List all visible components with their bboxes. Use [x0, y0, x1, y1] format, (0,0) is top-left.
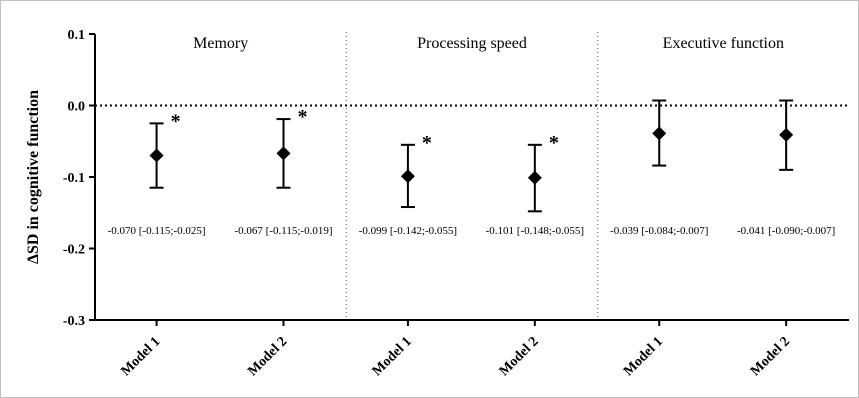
y-tick-label: -0.1 — [63, 171, 85, 186]
y-tick-label: -0.2 — [63, 243, 85, 258]
y-tick-label: 0.1 — [68, 28, 86, 43]
panel-title: Memory — [193, 35, 248, 52]
estimate-marker — [779, 127, 794, 142]
estimate-marker — [276, 146, 291, 161]
estimate-marker — [652, 126, 667, 141]
significance-marker: * — [549, 132, 559, 154]
y-tick-label: -0.3 — [63, 314, 85, 329]
estimate-marker — [400, 169, 415, 184]
estimate-marker — [149, 148, 164, 163]
significance-marker: * — [298, 106, 308, 128]
estimate-ci-label: -0.070 [-0.115;-0.025] — [108, 225, 206, 237]
significance-marker: * — [171, 110, 181, 132]
estimate-ci-label: -0.099 [-0.142;-0.055] — [359, 225, 457, 237]
panel-title: Executive function — [663, 35, 784, 52]
panel-title: Processing speed — [417, 35, 527, 52]
estimate-ci-label: -0.067 [-0.115;-0.019] — [235, 225, 333, 237]
estimate-ci-label: -0.039 [-0.084;-0.007] — [610, 225, 708, 237]
significance-marker: * — [422, 132, 432, 154]
y-tick-label: 0.0 — [68, 100, 86, 115]
estimate-marker — [527, 170, 542, 185]
estimate-ci-label: -0.041 [-0.090;-0.007] — [737, 225, 835, 237]
y-axis-label: ΔSD in cognitive function — [25, 90, 42, 264]
estimate-ci-label: -0.101 [-0.148;-0.055] — [486, 225, 584, 237]
